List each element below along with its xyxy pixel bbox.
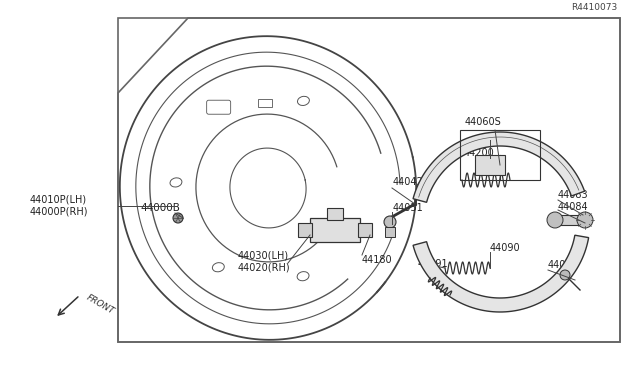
Text: 44091: 44091 (418, 259, 449, 269)
Text: 44030(LH): 44030(LH) (238, 251, 289, 261)
Ellipse shape (298, 96, 309, 106)
Ellipse shape (170, 178, 182, 187)
Bar (310, 218, 360, 242)
Polygon shape (413, 132, 584, 202)
Text: FRONT: FRONT (85, 293, 116, 316)
FancyBboxPatch shape (207, 100, 230, 114)
Text: 44200: 44200 (464, 148, 495, 158)
Text: 44084: 44084 (558, 202, 589, 212)
Ellipse shape (212, 103, 225, 112)
Circle shape (384, 216, 396, 228)
Text: 44020(RH): 44020(RH) (238, 263, 291, 273)
Bar (358, 223, 372, 237)
Bar (327, 208, 343, 220)
Circle shape (577, 212, 593, 228)
Text: 44180: 44180 (362, 255, 392, 265)
Bar (257, 99, 271, 107)
Circle shape (173, 213, 183, 223)
Ellipse shape (297, 272, 309, 281)
Circle shape (560, 270, 570, 280)
Text: 44010P(LH): 44010P(LH) (30, 195, 87, 205)
Text: 44083: 44083 (558, 190, 589, 200)
Bar (460, 130, 540, 180)
Text: 44042: 44042 (393, 177, 424, 187)
Bar (298, 223, 312, 237)
Bar (475, 155, 505, 175)
Bar (557, 215, 582, 225)
Circle shape (547, 212, 563, 228)
Text: R4410073: R4410073 (571, 3, 617, 12)
Ellipse shape (212, 263, 224, 272)
Text: 44090: 44090 (490, 243, 520, 253)
Text: 44081: 44081 (548, 260, 579, 270)
Text: 44060S: 44060S (465, 117, 502, 127)
Bar (385, 227, 395, 237)
Text: 44000P(RH): 44000P(RH) (30, 207, 88, 217)
Text: 44000B: 44000B (140, 203, 180, 213)
Bar (118, 18, 620, 342)
Polygon shape (413, 235, 589, 312)
Text: 44051: 44051 (393, 203, 424, 213)
